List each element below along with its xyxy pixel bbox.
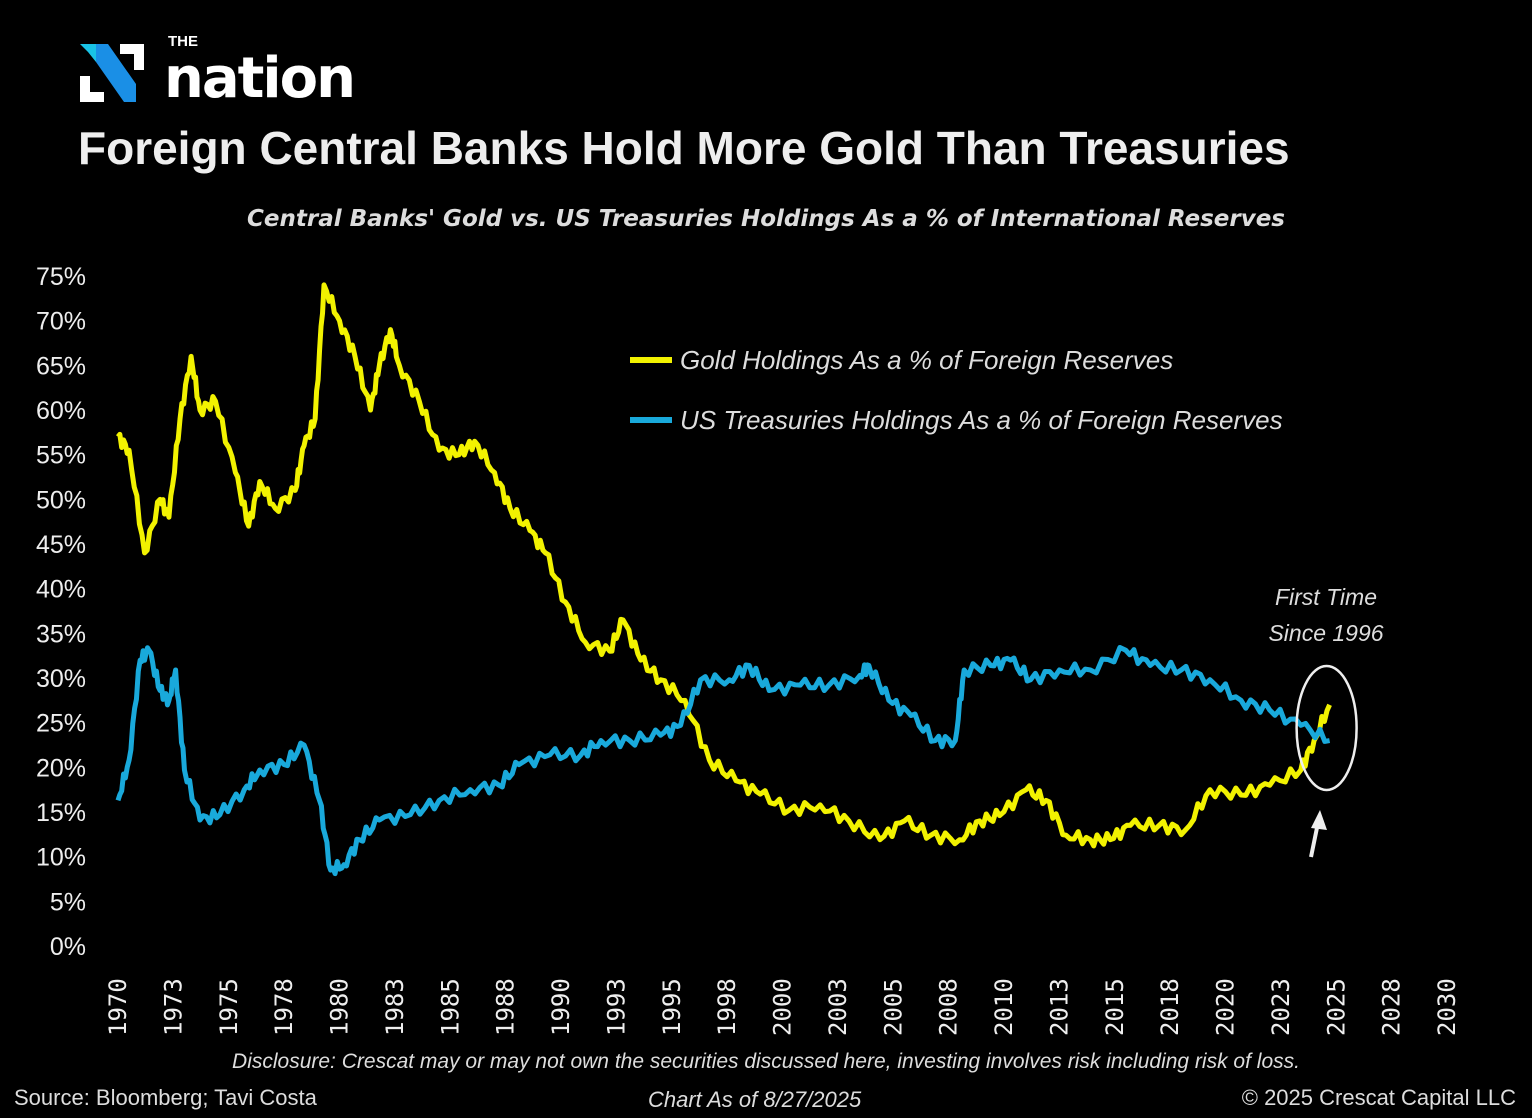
x-tick-label: 1988 bbox=[492, 978, 520, 1036]
disclosure-text: Disclosure: Crescat may or may not own t… bbox=[232, 1050, 1300, 1073]
highlight-ellipse bbox=[1295, 664, 1358, 792]
x-axis: 1970 1973 1975 1978 1980 1983 1985 1988 1990 1993… bbox=[104, 978, 1461, 1036]
x-tick-label: 1978 bbox=[270, 978, 298, 1036]
annotation: First Time Since 1996 bbox=[1268, 584, 1384, 858]
x-tick-label: 2008 bbox=[935, 978, 963, 1036]
x-tick-label: 2010 bbox=[990, 978, 1018, 1036]
x-tick-label: 1995 bbox=[658, 978, 686, 1036]
gold-series-line bbox=[116, 282, 1332, 849]
y-tick-label: 0% bbox=[50, 933, 86, 961]
y-tick-label: 65% bbox=[36, 352, 86, 380]
y-tick-label: 20% bbox=[36, 754, 86, 782]
x-tick-label: 2015 bbox=[1101, 978, 1129, 1036]
plot-area bbox=[115, 282, 1332, 877]
y-tick-label: 40% bbox=[36, 576, 86, 604]
page-title: Foreign Central Banks Hold More Gold Tha… bbox=[78, 122, 1290, 174]
chart-subtitle: Central Banks' Gold vs. US Treasuries Ho… bbox=[247, 206, 1285, 232]
y-axis: 0% 5% 10% 15% 20% 25% 30% 35% 40% 45% 50% 55% 60% 65%… bbox=[36, 263, 86, 961]
x-tick-label: 2028 bbox=[1378, 978, 1406, 1036]
x-tick-label: 1970 bbox=[104, 978, 132, 1036]
x-tick-label: 1993 bbox=[602, 978, 630, 1036]
logo-mark-corner-tr bbox=[120, 44, 144, 70]
x-tick-label: 1973 bbox=[159, 978, 187, 1036]
y-tick-label: 35% bbox=[36, 620, 86, 648]
y-tick-label: 25% bbox=[36, 710, 86, 738]
treasuries-series-line bbox=[115, 644, 1331, 877]
y-tick-label: 10% bbox=[36, 844, 86, 872]
y-tick-label: 15% bbox=[36, 799, 86, 827]
x-tick-label: 2025 bbox=[1322, 978, 1350, 1036]
annotation-text-line1: First Time bbox=[1275, 584, 1377, 610]
logo-text-the: THE bbox=[168, 33, 198, 50]
x-tick-label: 1985 bbox=[436, 978, 464, 1036]
x-tick-label: 1983 bbox=[381, 978, 409, 1036]
arrow-head-icon bbox=[1311, 810, 1327, 830]
logo-text-nation: nation bbox=[164, 46, 356, 111]
y-tick-label: 75% bbox=[36, 263, 86, 291]
y-tick-label: 30% bbox=[36, 665, 86, 693]
y-tick-label: 60% bbox=[36, 397, 86, 425]
x-tick-label: 2000 bbox=[769, 978, 797, 1036]
x-tick-label: 2005 bbox=[879, 978, 907, 1036]
x-tick-label: 1980 bbox=[326, 978, 354, 1036]
as-of-text: Chart As of 8/27/2025 bbox=[648, 1087, 862, 1112]
y-tick-label: 45% bbox=[36, 531, 86, 559]
y-tick-label: 55% bbox=[36, 442, 86, 470]
legend-label: US Treasuries Holdings As a % of Foreign… bbox=[680, 405, 1283, 435]
x-tick-label: 1998 bbox=[713, 978, 741, 1036]
annotation-text-line2: Since 1996 bbox=[1268, 620, 1383, 646]
logo-mark-corner-bl bbox=[80, 76, 104, 102]
x-tick-label: 2018 bbox=[1156, 978, 1184, 1036]
y-tick-label: 70% bbox=[36, 308, 86, 336]
y-tick-label: 50% bbox=[36, 486, 86, 514]
x-tick-label: 2020 bbox=[1212, 978, 1240, 1036]
x-tick-label: 1990 bbox=[547, 978, 575, 1036]
source-text: Source: Bloomberg; Tavi Costa bbox=[14, 1085, 317, 1110]
x-tick-label: 2023 bbox=[1267, 978, 1295, 1036]
legend-label: Gold Holdings As a % of Foreign Reserves bbox=[680, 345, 1173, 375]
the-nation-logo-mark bbox=[80, 44, 144, 102]
x-tick-label: 2003 bbox=[824, 978, 852, 1036]
logo-mark-diagonal bbox=[80, 44, 136, 102]
y-tick-label: 5% bbox=[50, 888, 86, 916]
copyright-text: © 2025 Crescat Capital LLC bbox=[1241, 1085, 1516, 1110]
x-tick-label: 2013 bbox=[1045, 978, 1073, 1036]
x-tick-label: 1975 bbox=[215, 978, 243, 1036]
logo-mark-top bbox=[80, 44, 96, 62]
legend: Gold Holdings As a % of Foreign Reserves… bbox=[630, 345, 1283, 435]
x-tick-label: 2030 bbox=[1433, 978, 1461, 1036]
